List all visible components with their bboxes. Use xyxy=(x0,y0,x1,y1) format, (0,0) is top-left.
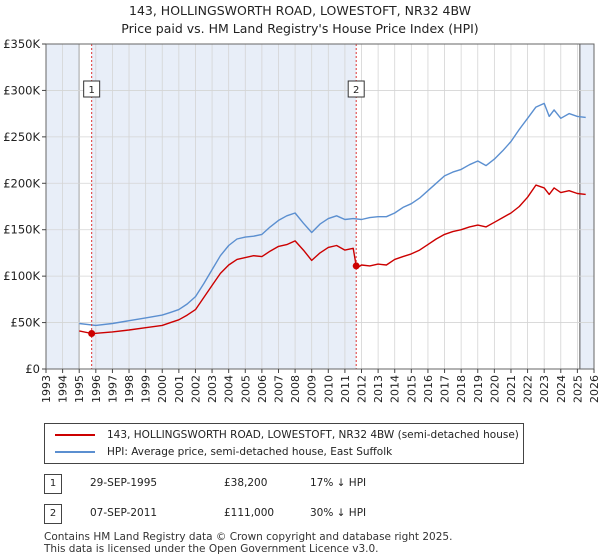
legend-item-property: 143, HOLLINGSWORTH ROAD, LOWESTOFT, NR32… xyxy=(55,427,519,443)
legend-item-hpi: HPI: Average price, semi-detached house,… xyxy=(55,444,392,460)
chart-subtitle: Price paid vs. HM Land Registry's House … xyxy=(121,21,479,36)
x-tick-label: 2012 xyxy=(356,375,369,403)
x-tick-label: 2011 xyxy=(339,375,352,403)
x-tick-label: 2007 xyxy=(272,375,285,403)
sale-number-box: 2 xyxy=(44,504,62,524)
y-tick-label: £150K xyxy=(3,223,40,237)
sale-point xyxy=(88,330,96,338)
x-tick-label: 2006 xyxy=(256,375,269,403)
x-tick-label: 2002 xyxy=(189,375,202,403)
x-tick-label: 2022 xyxy=(522,375,535,403)
y-tick-label: £350K xyxy=(3,37,40,51)
x-tick-label: 2013 xyxy=(372,375,385,403)
x-tick-label: 1996 xyxy=(90,375,103,403)
x-tick-label: 2020 xyxy=(488,375,501,403)
sale-price: £111,000 xyxy=(224,507,275,519)
sale-price: £38,200 xyxy=(224,477,268,489)
sale-marker-label: 1 xyxy=(88,85,94,96)
sale-marker-label: 2 xyxy=(353,85,359,96)
legend-label-hpi: HPI: Average price, semi-detached house,… xyxy=(107,446,393,458)
x-tick-label: 2005 xyxy=(239,375,252,403)
x-tick-label: 2019 xyxy=(472,375,485,403)
x-tick-label: 2004 xyxy=(223,375,236,403)
y-tick-label: £0 xyxy=(25,362,40,376)
y-tick-label: £250K xyxy=(3,130,40,144)
x-tick-label: 2015 xyxy=(405,375,418,403)
x-tick-label: 2003 xyxy=(206,375,219,403)
legend-swatch-property xyxy=(55,434,95,436)
x-tick-label: 2025 xyxy=(571,375,584,403)
x-tick-label: 1998 xyxy=(123,375,136,403)
x-tick-label: 2001 xyxy=(173,375,186,403)
chart-legend: 143, HOLLINGSWORTH ROAD, LOWESTOFT, NR32… xyxy=(44,423,524,464)
axes: £0 £50K £100K £150K £200K £250K £300K £350K 1993… xyxy=(3,37,600,403)
y-tick-label: £50K xyxy=(11,316,41,330)
x-tick-label: 2024 xyxy=(555,375,568,403)
sale-hpi-diff: 17% ↓ HPI xyxy=(310,477,367,489)
sale-hpi-diff: 30% ↓ HPI xyxy=(310,507,367,519)
y-tick-label: £100K xyxy=(3,269,40,283)
x-tick-label: 2000 xyxy=(156,375,169,403)
hpi-series-line xyxy=(79,102,586,327)
plot-background xyxy=(46,44,594,369)
y-tick-label: £300K xyxy=(3,83,40,97)
x-tick-label: 2017 xyxy=(439,375,452,403)
chart-title: 143, HOLLINGSWORTH ROAD, LOWESTOFT, NR32… xyxy=(129,3,471,18)
x-tick-label: 2014 xyxy=(389,375,402,403)
legend-swatch-hpi xyxy=(55,451,95,453)
x-tick-label: 2009 xyxy=(306,375,319,403)
x-tick-label: 1994 xyxy=(57,375,70,403)
x-tick-label: 2018 xyxy=(455,375,468,403)
shaded-range xyxy=(579,44,594,369)
sale-date: 07-SEP-2011 xyxy=(90,507,158,519)
x-tick-label: 1999 xyxy=(140,375,153,403)
sale-date: 29-SEP-1995 xyxy=(90,477,158,489)
x-tick-label: 2008 xyxy=(289,375,302,403)
x-tick-label: 2026 xyxy=(588,375,600,403)
legend-label-property: 143, HOLLINGSWORTH ROAD, LOWESTOFT, NR32… xyxy=(107,429,519,441)
x-tick-label: 2021 xyxy=(505,375,518,403)
x-tick-label: 2016 xyxy=(422,375,435,403)
sale-point xyxy=(352,262,360,270)
x-tick-label: 1993 xyxy=(40,375,53,403)
y-tick-label: £200K xyxy=(3,176,40,190)
x-tick-label: 2010 xyxy=(322,375,335,403)
sale-marker-box xyxy=(347,80,365,98)
sale-number-box: 1 xyxy=(44,474,62,494)
footer-copyright: Contains HM Land Registry data © Crown c… xyxy=(44,531,453,543)
x-tick-label: 1995 xyxy=(73,375,86,403)
plot-frame xyxy=(45,43,595,370)
shaded-range xyxy=(91,44,357,369)
sale-marker-box xyxy=(83,80,101,98)
footer-licence: This data is licensed under the Open Gov… xyxy=(44,543,379,555)
x-tick-label: 2023 xyxy=(538,375,551,403)
x-tick-label: 1997 xyxy=(106,375,119,403)
